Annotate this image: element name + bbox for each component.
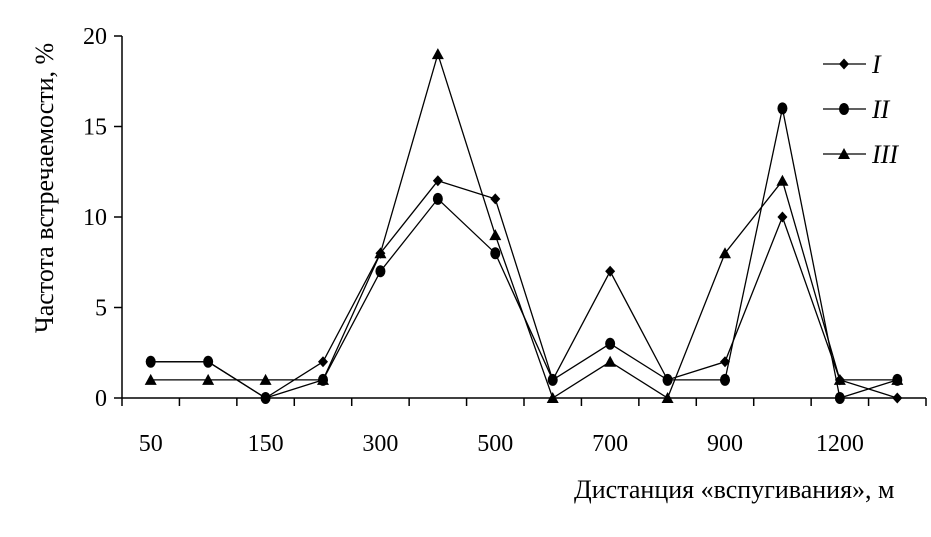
x-tick-label: 150: [248, 431, 284, 457]
data-point-III: [833, 373, 846, 385]
series-I: [145, 175, 903, 404]
data-point-II: [547, 373, 558, 386]
legend-label: III: [871, 140, 899, 169]
series-II: [145, 102, 903, 404]
data-point-I: [432, 175, 443, 187]
series-line-III: [150, 51, 898, 399]
data-point-III: [546, 392, 559, 403]
data-point-III: [891, 373, 904, 385]
data-point-III: [144, 373, 157, 385]
y-tick-label: 5: [95, 296, 107, 322]
y-tick-label: 15: [83, 115, 107, 141]
legend-item-I: I: [823, 50, 882, 79]
x-tick-label: 50: [139, 431, 163, 457]
data-point-II: [260, 392, 271, 404]
data-point-II: [662, 373, 673, 386]
data-point-III: [489, 229, 502, 241]
data-point-II: [375, 265, 386, 278]
data-point-III: [259, 373, 272, 385]
x-tick-label: 1200: [816, 431, 864, 457]
data-point-III: [202, 373, 215, 385]
legend-label: II: [871, 95, 891, 124]
data-point-I: [318, 356, 328, 368]
data-point-III: [661, 392, 674, 403]
series-III: [144, 48, 904, 403]
data-point-III: [317, 373, 329, 385]
data-point-II: [490, 247, 501, 260]
y-axis-ticks: 0 5 10 15 20: [83, 24, 122, 412]
x-axis-label: Дистанция «вспугивания», м: [574, 475, 894, 504]
data-point-II: [777, 102, 788, 115]
data-point-II: [432, 192, 443, 205]
axes: [121, 36, 926, 399]
x-tick-label: 500: [477, 431, 513, 457]
legend-marker-triangle: [838, 148, 850, 159]
x-tick-label: 700: [592, 431, 628, 457]
data-point-III: [776, 174, 789, 186]
y-axis-label: Частота встречаемости, %: [30, 43, 59, 333]
x-axis-ticks: 50 150 300 500 700 900 1200: [121, 398, 927, 457]
data-point-II: [720, 373, 730, 386]
series-layer: [144, 48, 904, 404]
series-line-II: [150, 108, 898, 399]
legend-item-III: III: [823, 140, 899, 169]
data-point-III: [604, 355, 617, 367]
series-line-I: [150, 180, 898, 399]
legend-label: I: [871, 50, 882, 79]
data-point-I: [490, 193, 501, 205]
data-point-II: [605, 337, 616, 350]
data-point-I: [720, 356, 730, 368]
legend-marker-diamond: [839, 58, 849, 70]
x-tick-label: 900: [707, 431, 743, 457]
y-tick-label: 10: [83, 205, 107, 231]
data-point-I: [777, 211, 788, 223]
data-point-I: [605, 265, 616, 277]
data-point-II: [145, 355, 156, 368]
data-point-III: [719, 247, 731, 259]
data-point-III: [374, 247, 387, 259]
y-tick-label: 0: [95, 386, 107, 412]
data-point-II: [834, 392, 845, 404]
data-point-I: [892, 392, 903, 404]
legend-marker-circle: [839, 103, 849, 115]
x-tick-label: 300: [362, 431, 398, 457]
legend-item-II: II: [823, 95, 891, 124]
data-point-III: [431, 48, 444, 60]
data-point-II: [203, 355, 214, 368]
y-tick-label: 20: [83, 24, 107, 50]
